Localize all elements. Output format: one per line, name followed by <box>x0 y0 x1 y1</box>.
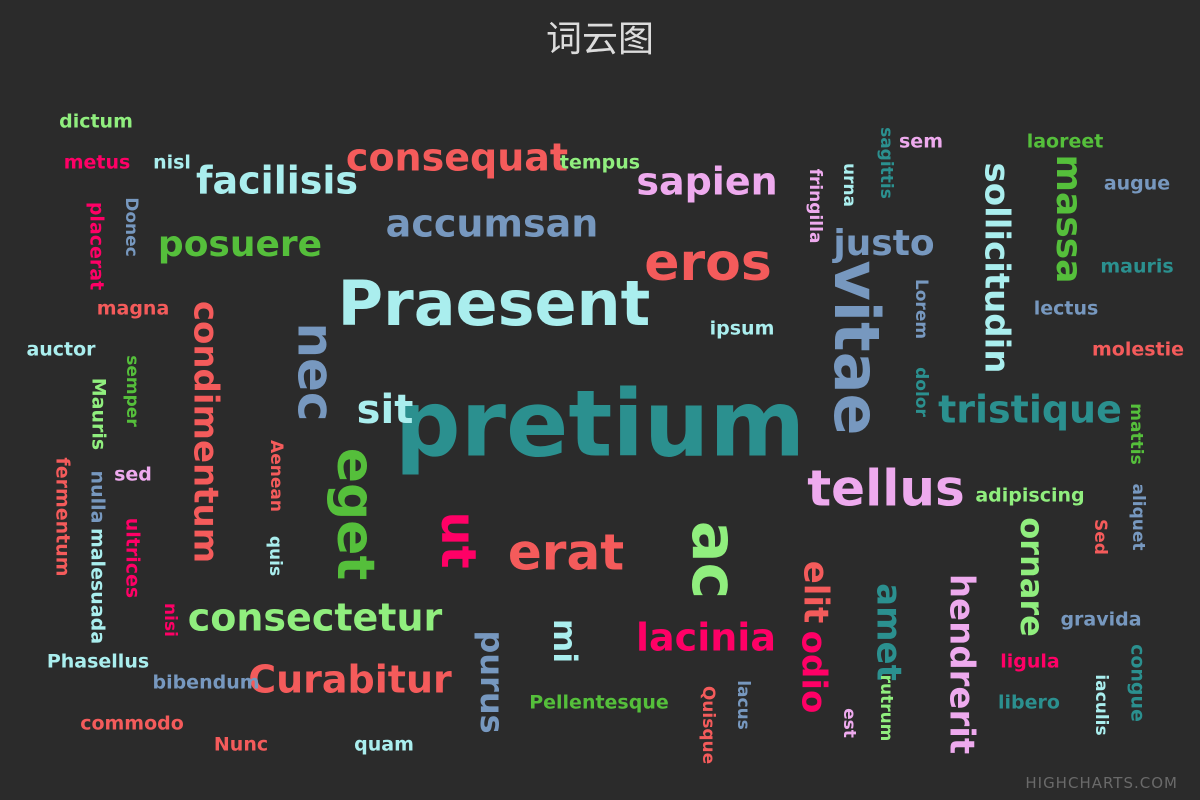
word-vitae[interactable]: vitae <box>820 260 893 435</box>
word-sapien[interactable]: sapien <box>636 160 777 204</box>
word-adipiscing[interactable]: adipiscing <box>975 485 1084 507</box>
word-dictum[interactable]: dictum <box>59 111 133 133</box>
word-condimentum[interactable]: condimentum <box>186 301 226 563</box>
word-lacus[interactable]: lacus <box>733 680 753 730</box>
word-ipsum[interactable]: ipsum <box>710 318 775 340</box>
credits-link[interactable]: HIGHCHARTS.COM <box>1025 774 1178 792</box>
word-rutrum[interactable]: rutrum <box>876 675 896 742</box>
word-auctor[interactable]: auctor <box>26 339 96 361</box>
word-est[interactable]: est <box>839 708 859 738</box>
word-nisi[interactable]: nisi <box>160 603 180 637</box>
word-mauris[interactable]: mauris <box>1100 256 1173 278</box>
word-aliquet[interactable]: aliquet <box>1128 483 1148 550</box>
word-gravida[interactable]: gravida <box>1060 609 1141 631</box>
word-eros[interactable]: eros <box>644 233 772 293</box>
chart-title: 词云图 <box>545 19 654 60</box>
word-urna[interactable]: urna <box>839 163 859 207</box>
word-iaculis[interactable]: iaculis <box>1091 674 1111 735</box>
word-justo[interactable]: justo <box>831 223 934 264</box>
word-nisl[interactable]: nisl <box>153 152 191 174</box>
word-placerat[interactable]: placerat <box>86 202 108 290</box>
word-praesent[interactable]: Praesent <box>338 267 651 340</box>
word-sed[interactable]: Sed <box>1090 519 1110 555</box>
word-tempus[interactable]: tempus <box>560 152 640 174</box>
word-quis[interactable]: quis <box>265 536 285 576</box>
word-odio[interactable]: odio <box>794 631 834 714</box>
word-accumsan[interactable]: accumsan <box>386 202 599 246</box>
word-sollicitudin[interactable]: sollicitudin <box>977 162 1017 373</box>
word-lectus[interactable]: lectus <box>1034 298 1099 320</box>
word-lorem[interactable]: Lorem <box>911 279 931 339</box>
word-pellentesque[interactable]: Pellentesque <box>529 692 669 714</box>
word-libero[interactable]: libero <box>998 692 1060 714</box>
word-metus[interactable]: metus <box>64 152 131 174</box>
word-ultrices[interactable]: ultrices <box>122 518 144 598</box>
word-augue[interactable]: augue <box>1104 173 1170 195</box>
word-magna[interactable]: magna <box>97 298 170 320</box>
word-purus[interactable]: purus <box>473 630 511 733</box>
word-dolor[interactable]: dolor <box>911 367 931 417</box>
word-donec[interactable]: Donec <box>121 197 141 257</box>
word-nec[interactable]: nec <box>287 322 345 421</box>
word-curabitur[interactable]: Curabitur <box>248 658 452 702</box>
word-ut[interactable]: ut <box>430 511 486 568</box>
word-sem[interactable]: sem <box>899 131 943 153</box>
word-semper[interactable]: semper <box>122 355 142 427</box>
word-nunc[interactable]: Nunc <box>214 734 268 756</box>
word-posuere[interactable]: posuere <box>158 224 322 265</box>
word-sed[interactable]: sed <box>114 464 152 486</box>
word-quam[interactable]: quam <box>354 734 414 756</box>
word-facilisis[interactable]: facilisis <box>196 159 358 203</box>
word-fringilla[interactable]: fringilla <box>805 169 825 244</box>
word-erat[interactable]: erat <box>508 524 624 582</box>
word-tristique[interactable]: tristique <box>938 388 1122 432</box>
word-eget[interactable]: eget <box>325 448 385 581</box>
word-laoreet[interactable]: laoreet <box>1027 131 1104 153</box>
word-congue[interactable]: congue <box>1127 644 1149 722</box>
word-tellus[interactable]: tellus <box>807 460 964 518</box>
word-consequat[interactable]: consequat <box>346 136 568 180</box>
word-elit[interactable]: elit <box>796 561 836 624</box>
word-sit[interactable]: sit <box>357 387 414 433</box>
word-quisque[interactable]: Quisque <box>698 686 718 764</box>
word-ac[interactable]: ac <box>678 521 751 600</box>
word-lacinia[interactable]: lacinia <box>636 616 776 660</box>
word-mauris[interactable]: Mauris <box>88 378 110 450</box>
word-nulla[interactable]: nulla <box>87 471 109 524</box>
word-bibendum[interactable]: bibendum <box>152 672 259 694</box>
word-hendrerit[interactable]: hendrerit <box>942 574 982 754</box>
word-fermentum[interactable]: fermentum <box>52 457 74 576</box>
word-ornare[interactable]: ornare <box>1013 517 1051 637</box>
word-molestie[interactable]: molestie <box>1092 339 1184 361</box>
word-malesuada[interactable]: malesuada <box>87 528 109 644</box>
word-amet[interactable]: amet <box>869 583 909 681</box>
word-aenean[interactable]: Aenean <box>266 440 286 512</box>
word-mi[interactable]: mi <box>546 619 584 663</box>
word-pretium[interactable]: pretium <box>395 370 806 477</box>
word-phasellus[interactable]: Phasellus <box>47 651 149 673</box>
word-commodo[interactable]: commodo <box>80 713 184 735</box>
word-mattis[interactable]: mattis <box>1126 403 1146 464</box>
word-consectetur[interactable]: consectetur <box>188 596 443 640</box>
word-sagittis[interactable]: sagittis <box>876 127 896 199</box>
word-ligula[interactable]: ligula <box>1000 651 1060 673</box>
word-massa[interactable]: massa <box>1048 155 1089 284</box>
